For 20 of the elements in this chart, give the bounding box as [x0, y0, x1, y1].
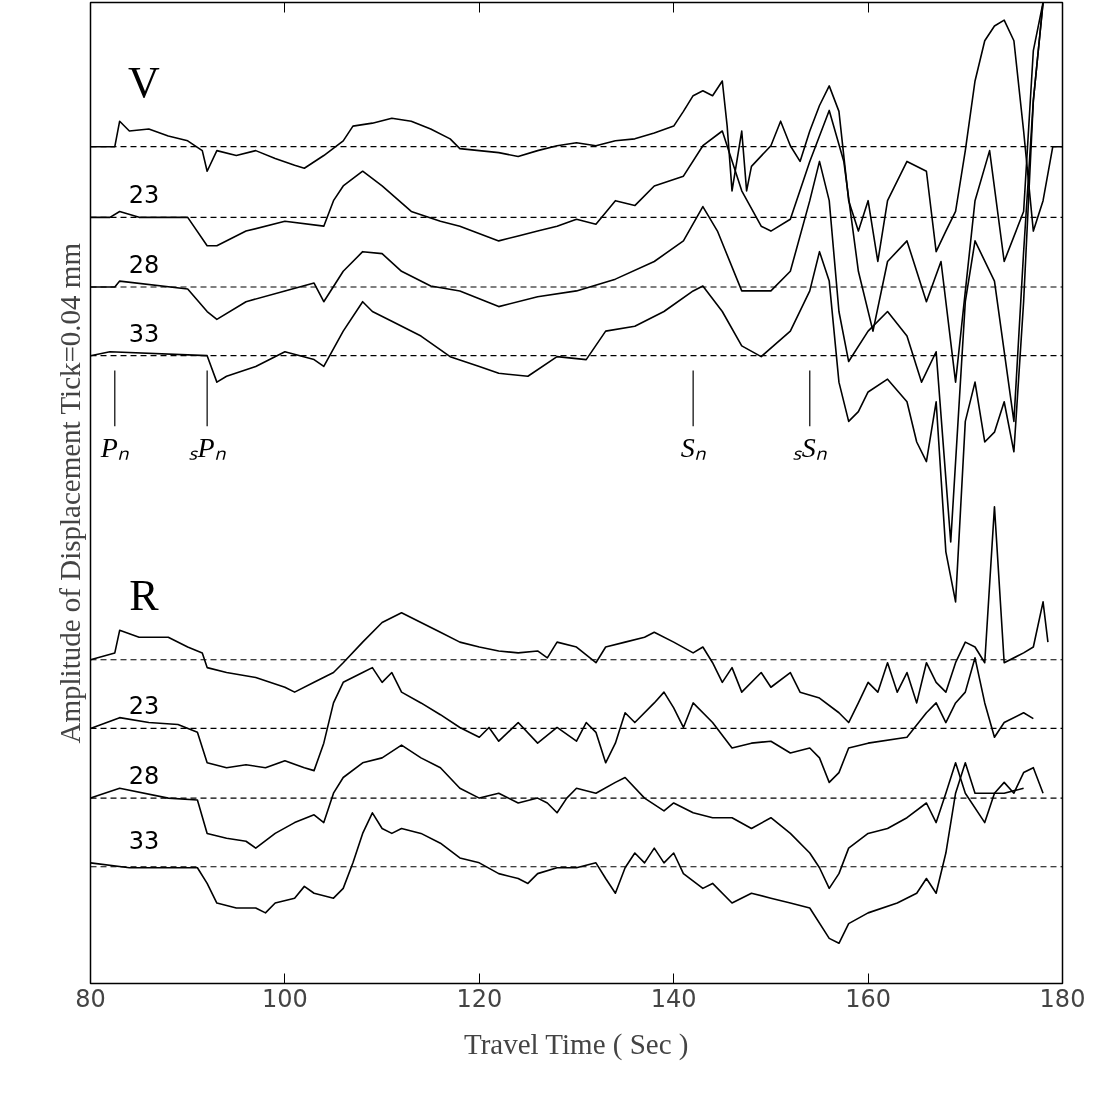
ref-line-label: Sₙ — [680, 432, 706, 464]
y-axis-title: Amplitude of Displacement Tick=0.04 mm — [53, 242, 86, 744]
series-label: R — [129, 570, 160, 620]
series-label: 33 — [128, 826, 160, 855]
ref-line-label: ₛPₙ — [188, 432, 226, 464]
series-label: 23 — [128, 692, 160, 721]
series-label: 23 — [128, 181, 160, 210]
x-axis-title: Travel Time ( Sec ) — [463, 1027, 689, 1061]
ref-line-label: ₛSₙ — [792, 432, 827, 464]
series-label: 28 — [128, 762, 160, 791]
series-label: 28 — [128, 250, 160, 279]
series-label: 33 — [128, 319, 160, 348]
legend-label: V — [128, 57, 161, 107]
ref-line-label: Pₙ — [99, 432, 129, 464]
x-tick-label: 100 — [262, 984, 308, 1013]
x-tick-label: 180 — [1039, 984, 1086, 1013]
x-tick-label: 80 — [75, 984, 106, 1013]
x-tick-label: 120 — [456, 984, 503, 1013]
x-tick-label: 160 — [845, 984, 892, 1013]
x-tick-label: 140 — [650, 984, 697, 1013]
